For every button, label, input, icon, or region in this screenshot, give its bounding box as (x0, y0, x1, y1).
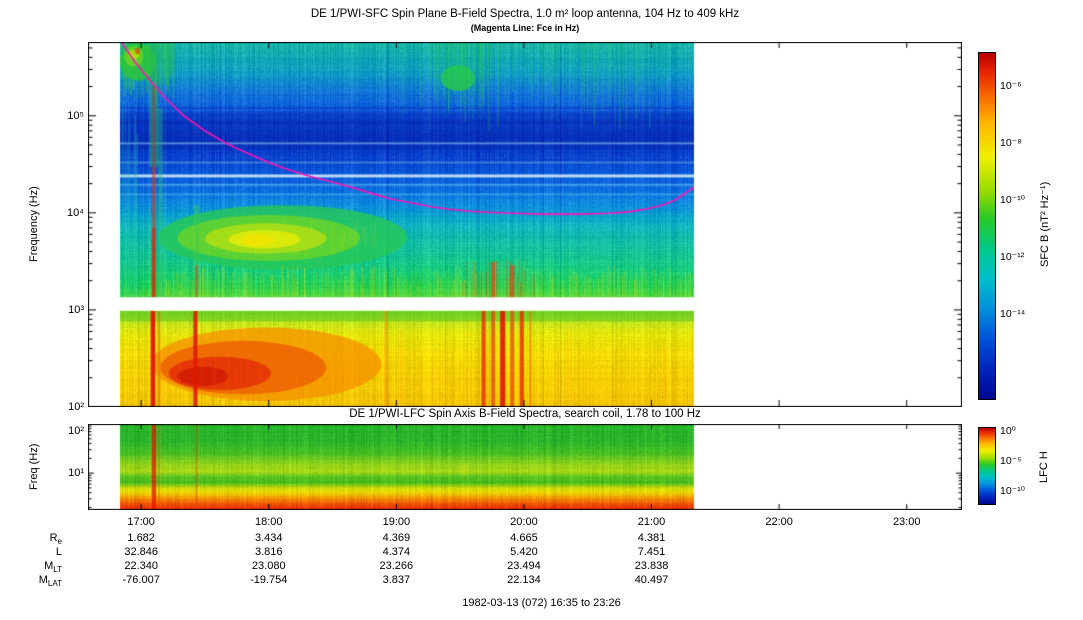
ephemeris-value: 4.665 (489, 532, 559, 545)
lfc-freq-tick-label: 10² (38, 424, 84, 438)
ephemeris-value: 1.682 (106, 532, 176, 545)
sfc-colorbar-tick-label: 10⁻⁸ (1000, 137, 1040, 149)
lfc-colorbar-tick-label: 10⁻¹⁰ (1000, 485, 1040, 497)
ephemeris-value: 22.134 (489, 574, 559, 587)
sfc-colorbar-tick-label: 10⁻¹⁴ (1000, 308, 1040, 320)
ephemeris-value: 3.837 (361, 574, 431, 587)
ephemeris-value: -19.754 (234, 574, 304, 587)
ephemeris-value: 3.816 (234, 546, 304, 559)
ephemeris-value: 23.494 (489, 560, 559, 573)
ephemeris-value: 23.266 (361, 560, 431, 573)
ephemeris-row-label: MLAT (14, 574, 62, 590)
sfc-y-axis-label: Frequency (Hz) (28, 42, 44, 407)
sfc-colorbar-label: SFC B (nT² Hz⁻¹) (1038, 42, 1056, 407)
ephemeris-value: 4.381 (617, 532, 687, 545)
ephemeris-value: 7.451 (617, 546, 687, 559)
lfc-colorbar (978, 427, 996, 505)
lfc-colorbar-tick-label: 10⁰ (1000, 425, 1040, 437)
sfc-colorbar-tick-label: 10⁻¹⁰ (1000, 194, 1040, 206)
ephemeris-value: 5.420 (489, 546, 559, 559)
ephemeris-value: 23.838 (617, 560, 687, 573)
time-tick-label: 17:00 (116, 516, 166, 528)
sfc-spectrogram-plot (88, 42, 962, 407)
ephemeris-value: 23.080 (234, 560, 304, 573)
ephemeris-value: -76.007 (106, 574, 176, 587)
time-tick-label: 22:00 (754, 516, 804, 528)
sfc-panel-subtitle: (Magenta Line: Fce in Hz) (88, 23, 962, 33)
sfc-colorbar (978, 52, 996, 400)
lfc-spectrogram-plot (88, 424, 962, 510)
lfc-colorbar-tick-label: 10⁻⁵ (1000, 455, 1040, 467)
ephemeris-value: 4.374 (361, 546, 431, 559)
sfc-colorbar-tick-label: 10⁻⁶ (1000, 80, 1040, 92)
sfc-freq-tick-label: 10² (38, 400, 84, 414)
spectrogram-figure: DE 1/PWI-SFC Spin Plane B-Field Spectra,… (0, 0, 1083, 620)
sfc-panel-title: DE 1/PWI-SFC Spin Plane B-Field Spectra,… (88, 8, 962, 20)
sfc-freq-tick-label: 10³ (38, 303, 84, 317)
lfc-freq-tick-label: 10¹ (38, 466, 84, 480)
time-tick-label: 23:00 (882, 516, 932, 528)
ephemeris-value: 22.340 (106, 560, 176, 573)
time-tick-label: 19:00 (371, 516, 421, 528)
ephemeris-value: 4.369 (361, 532, 431, 545)
ephemeris-value: 3.434 (234, 532, 304, 545)
lfc-panel-title: DE 1/PWI-LFC Spin Axis B-Field Spectra, … (88, 408, 962, 420)
time-tick-label: 18:00 (244, 516, 294, 528)
time-tick-label: 20:00 (499, 516, 549, 528)
sfc-freq-tick-label: 10⁴ (38, 206, 84, 220)
sfc-freq-tick-label: 10⁵ (38, 109, 84, 123)
time-tick-label: 21:00 (627, 516, 677, 528)
ephemeris-value: 40.497 (617, 574, 687, 587)
ephemeris-value: 32.846 (106, 546, 176, 559)
time-range-footer: 1982-03-13 (072) 16:35 to 23:26 (0, 597, 1083, 609)
ephemeris-row-label: L (14, 546, 62, 559)
sfc-colorbar-tick-label: 10⁻¹² (1000, 251, 1040, 263)
lfc-colorbar-label: LFC H (1038, 424, 1056, 510)
